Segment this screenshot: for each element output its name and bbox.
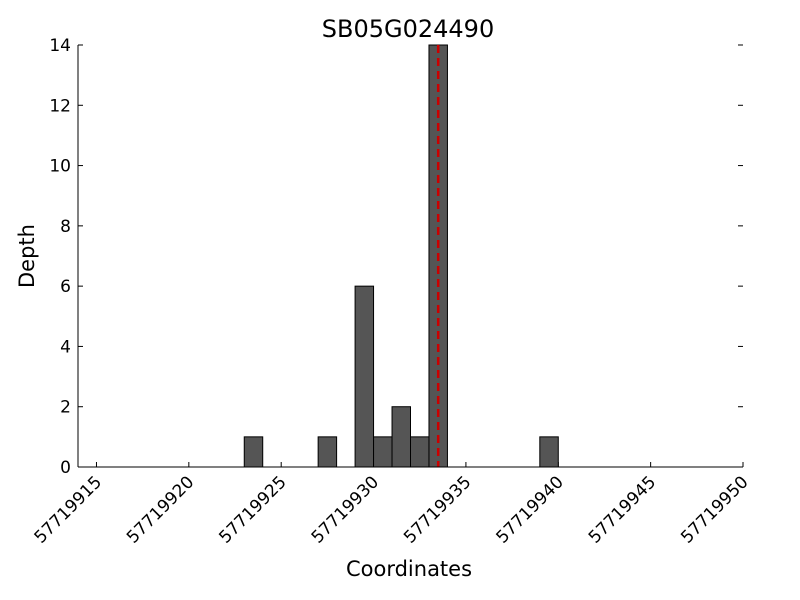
x-tick-label: 57719935 — [400, 472, 475, 547]
y-tick-label: 14 — [49, 36, 71, 56]
histogram-bars — [243, 44, 559, 468]
x-tick-label: 57719945 — [585, 472, 660, 547]
x-axis-label: Coordinates — [346, 557, 472, 581]
y-tick-label: 6 — [60, 277, 71, 297]
x-tick-label: 57719920 — [123, 472, 198, 547]
x-tick-label: 57719940 — [492, 472, 567, 547]
y-tick-label: 10 — [49, 157, 71, 177]
chart-title: SB05G024490 — [322, 15, 494, 43]
y-tick-label: 4 — [60, 337, 71, 357]
histogram-bar — [354, 285, 375, 468]
histogram-bar — [391, 406, 411, 468]
x-axis-ticks: 57719915 57719920 57719925 57719930 57719935… — [31, 462, 753, 548]
x-tick-label: 57719915 — [31, 472, 106, 547]
x-tick-label: 57719925 — [215, 472, 290, 547]
y-tick-label: 12 — [49, 96, 71, 116]
axes — [77, 45, 743, 468]
x-tick-label: 57719950 — [677, 472, 752, 547]
y-axis-label: Depth — [15, 224, 39, 288]
y-tick-label: 2 — [60, 398, 71, 418]
histogram-bar — [410, 436, 430, 468]
x-tick-label: 57719930 — [308, 472, 383, 547]
y-tick-label: 8 — [60, 217, 71, 237]
y-tick-label: 0 — [60, 458, 71, 478]
histogram-bar — [539, 436, 559, 468]
histogram-bar — [373, 436, 393, 468]
histogram-bar — [243, 436, 264, 468]
histogram-bar — [317, 436, 338, 468]
y-axis-ticks: 0 2 4 6 8 10 12 14 — [49, 36, 743, 478]
